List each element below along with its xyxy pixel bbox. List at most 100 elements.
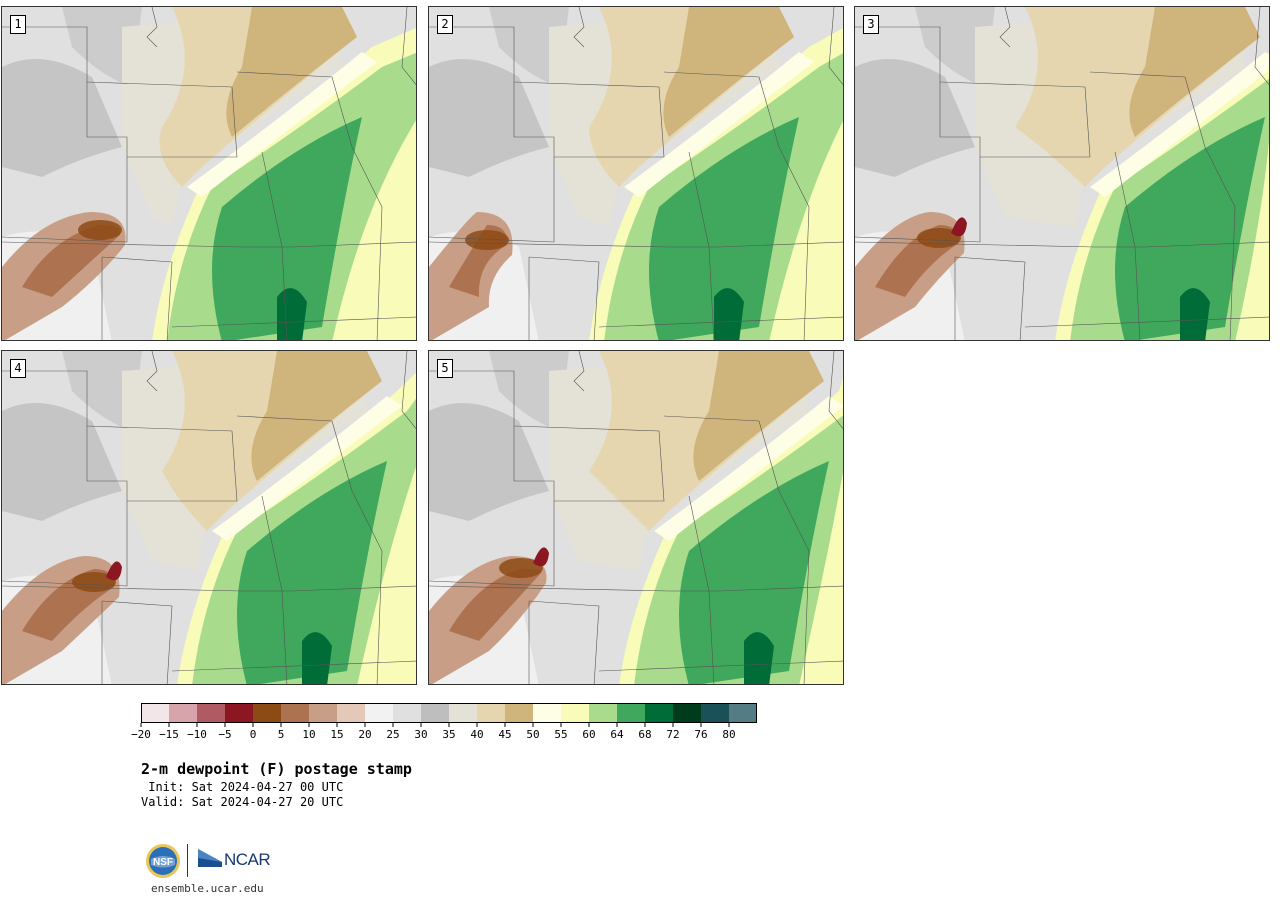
colorbar-tick-label: 25	[386, 728, 399, 741]
tan-dark-band	[663, 7, 794, 137]
valid-time: Valid: Sat 2024-04-27 20 UTC	[141, 795, 344, 809]
colorbar-swatch	[253, 703, 281, 723]
colorbar-swatch	[729, 703, 757, 723]
moist-core	[277, 288, 307, 340]
terrain-band	[2, 403, 122, 521]
state-border	[598, 660, 843, 672]
state-border	[528, 600, 600, 684]
dewpoint-colorbar: −20 −15 −10 −5 0 5 10 15 20 25 30 35 40 45 50 55 60 64 68 7…	[131, 703, 757, 747]
state-border	[2, 26, 128, 243]
dry-core	[72, 572, 116, 592]
dry-region-mid	[449, 569, 542, 641]
state-border	[429, 370, 555, 587]
state-borders	[855, 7, 1269, 340]
state-border	[663, 415, 780, 492]
state-border	[236, 415, 353, 492]
postage-stamp-panel-2: 2	[428, 6, 844, 341]
state-borders	[429, 351, 843, 684]
gradient-band	[187, 52, 377, 197]
colorbar-swatch	[477, 703, 505, 723]
postage-stamp-panel-4: 4	[1, 350, 417, 685]
moist-sector-green	[649, 117, 799, 340]
terrain-band	[429, 59, 549, 177]
dry-extreme	[106, 561, 122, 581]
state-border	[261, 151, 288, 340]
svg-text:NSF: NSF	[153, 857, 173, 868]
colorbar-tick-label: 35	[442, 728, 455, 741]
colorbar-swatch	[533, 703, 561, 723]
postage-stamp-panel-1: 1	[1, 6, 417, 341]
dewpoint-map-4	[2, 351, 416, 684]
moist-sector-green	[1115, 117, 1265, 340]
colorbar-tick-label: −20	[131, 728, 151, 741]
ncar-logo-icon	[198, 849, 222, 867]
colorbar-swatch	[673, 703, 701, 723]
colorbar-tick-label: 30	[414, 728, 427, 741]
state-border	[513, 425, 665, 502]
colorbar-swatch	[505, 703, 533, 723]
colorbar-tick-label: 76	[694, 728, 707, 741]
state-border	[86, 425, 238, 502]
state-border	[1089, 71, 1206, 148]
state-border	[999, 7, 1011, 48]
colorbar-tick-label: 10	[302, 728, 315, 741]
state-border	[351, 490, 383, 684]
moist-core	[744, 632, 774, 684]
moist-sector-green	[212, 117, 362, 340]
panel-number-label: 3	[863, 15, 879, 34]
colorbar-swatch	[421, 703, 449, 723]
panel-number-label: 5	[437, 359, 453, 378]
colorbar-tick-label: 20	[358, 728, 371, 741]
colorbar-swatch	[337, 703, 365, 723]
state-border	[429, 26, 555, 243]
state-border	[778, 146, 810, 340]
site-url: ensemble.ucar.edu	[151, 882, 264, 895]
colorbar-tick-label: 55	[554, 728, 567, 741]
state-border	[528, 256, 600, 340]
gradient-band	[624, 52, 814, 197]
state-border	[1254, 7, 1269, 85]
dry-extreme	[533, 547, 549, 567]
gradient-band	[1090, 52, 1269, 197]
state-border	[2, 241, 416, 248]
gradient-band	[654, 396, 843, 541]
colorbar-swatch	[393, 703, 421, 723]
state-border	[688, 151, 715, 340]
dry-region-mid	[22, 225, 121, 297]
colorbar-tick-label: 50	[526, 728, 539, 741]
colorbar-swatch	[169, 703, 197, 723]
dewpoint-map-5	[429, 351, 843, 684]
colorbar-tick-label: 5	[278, 728, 285, 741]
plot-title: 2-m dewpoint (F) postage stamp	[141, 760, 412, 778]
ncar-wordmark: NCAR	[224, 850, 271, 869]
state-border	[939, 81, 1091, 158]
dry-core	[499, 558, 543, 578]
colorbar-tick-label: 72	[666, 728, 679, 741]
dry-extreme	[951, 217, 967, 237]
state-border	[401, 351, 416, 429]
postage-stamp-panel-3: 3	[854, 6, 1270, 341]
state-border	[146, 7, 158, 48]
colorbar-tick-label: −10	[187, 728, 207, 741]
state-border	[828, 7, 843, 85]
gradient-band	[212, 396, 402, 541]
dry-core	[917, 228, 961, 248]
state-border	[1024, 316, 1269, 328]
postage-stamp-panel-5: 5	[428, 350, 844, 685]
colorbar-tick-label: 64	[610, 728, 624, 741]
state-border	[855, 241, 1269, 248]
colorbar-tick-label: 0	[250, 728, 257, 741]
state-border	[171, 316, 416, 328]
state-border	[778, 490, 810, 684]
colorbar-tick-label: 15	[330, 728, 343, 741]
colorbar-swatch	[225, 703, 253, 723]
colorbar-swatch	[309, 703, 337, 723]
colorbar-tick-label: −15	[159, 728, 179, 741]
dewpoint-map-1	[2, 7, 416, 340]
dewpoint-map-2	[429, 7, 843, 340]
state-border	[2, 370, 128, 587]
state-border	[429, 585, 843, 592]
colorbar-tick-label: 68	[638, 728, 651, 741]
panel-number-label: 4	[10, 359, 26, 378]
moist-core	[302, 632, 332, 684]
